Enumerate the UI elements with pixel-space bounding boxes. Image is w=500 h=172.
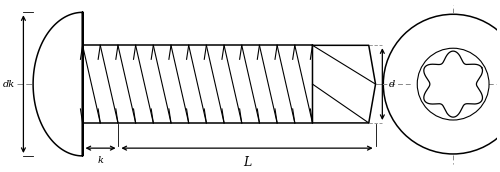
- Text: dk: dk: [2, 80, 14, 89]
- Polygon shape: [33, 12, 82, 156]
- Polygon shape: [312, 45, 376, 123]
- Polygon shape: [424, 51, 482, 117]
- Text: d: d: [389, 80, 396, 89]
- Polygon shape: [82, 45, 312, 123]
- Text: L: L: [243, 156, 251, 169]
- Circle shape: [418, 48, 489, 120]
- Circle shape: [384, 14, 500, 154]
- Text: k: k: [98, 156, 103, 165]
